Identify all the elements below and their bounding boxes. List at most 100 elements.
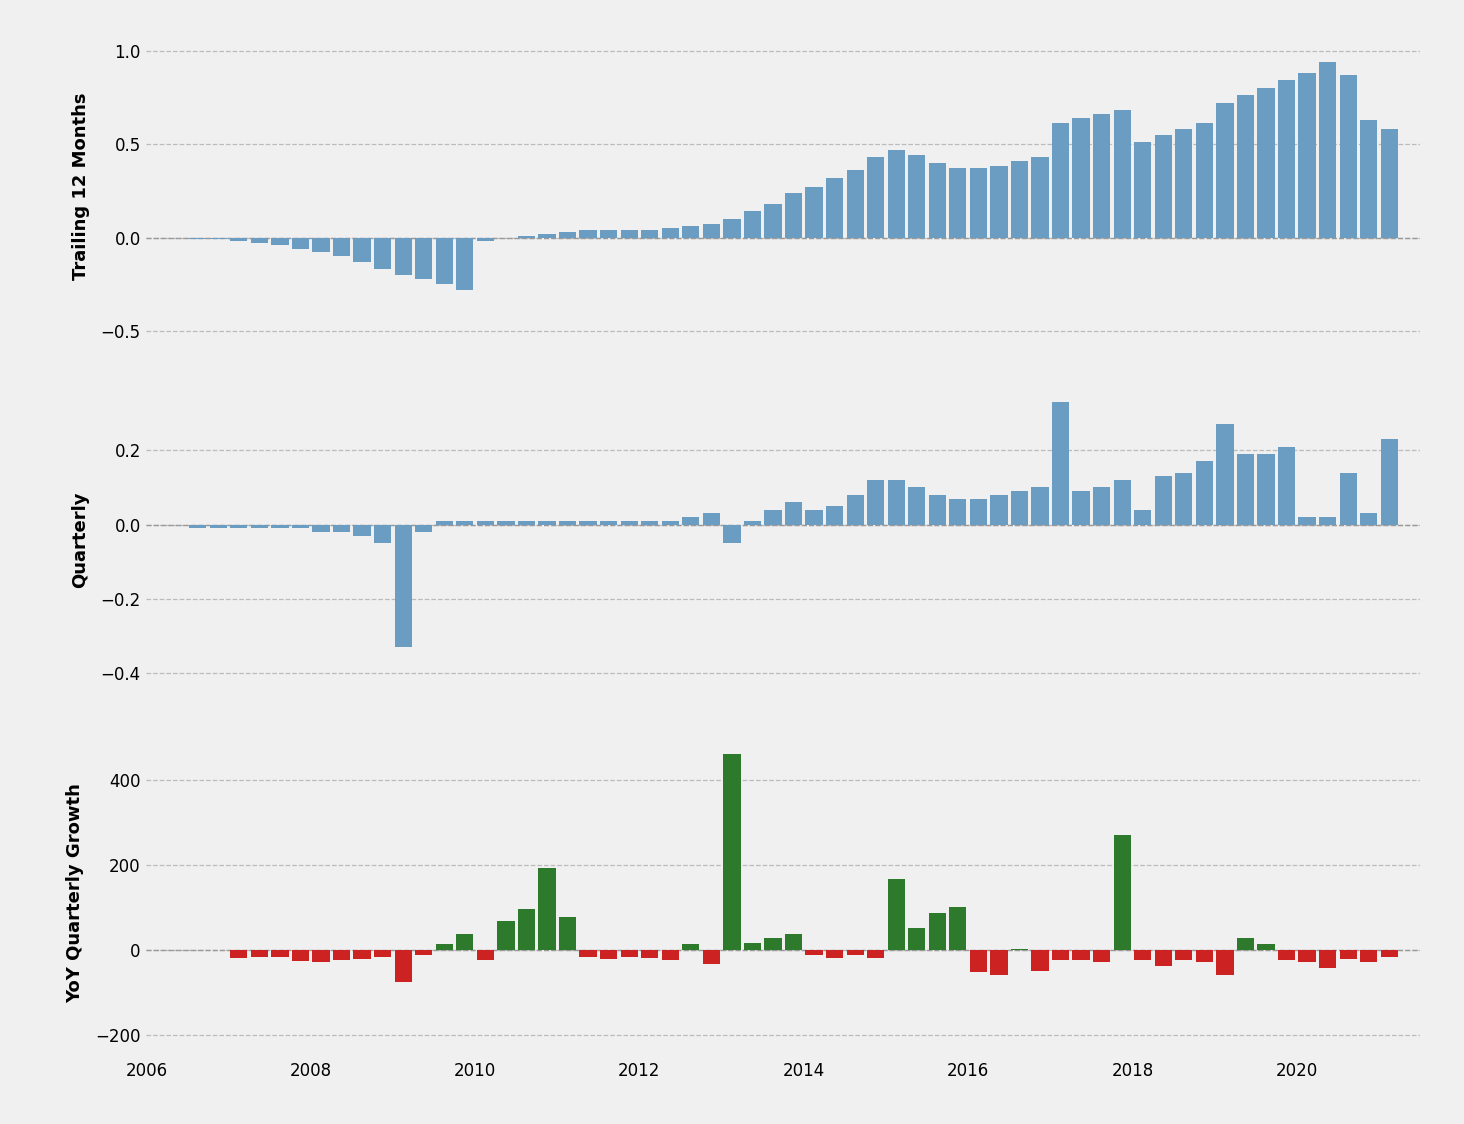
Bar xyxy=(1319,517,1337,525)
Bar xyxy=(1258,944,1275,950)
Bar xyxy=(867,157,884,237)
Bar xyxy=(291,237,309,248)
Bar xyxy=(189,525,206,528)
Bar xyxy=(1032,157,1048,237)
Bar xyxy=(1360,950,1378,962)
Bar xyxy=(867,480,884,525)
Bar xyxy=(395,950,411,982)
Bar xyxy=(1073,950,1089,960)
Bar xyxy=(846,950,864,955)
Bar xyxy=(353,237,370,262)
Bar xyxy=(641,520,659,525)
Bar xyxy=(805,510,823,525)
Bar xyxy=(518,236,534,237)
Bar xyxy=(846,170,864,237)
Bar xyxy=(539,869,556,950)
Y-axis label: Quarterly: Quarterly xyxy=(72,491,89,588)
Bar xyxy=(826,506,843,525)
Bar xyxy=(928,495,946,525)
Bar xyxy=(1340,75,1357,237)
Bar xyxy=(723,525,741,543)
Bar xyxy=(1053,124,1069,237)
Bar xyxy=(867,950,884,958)
Bar xyxy=(1155,135,1171,237)
Bar xyxy=(990,495,1007,525)
Bar xyxy=(1299,950,1316,962)
Bar xyxy=(498,520,514,525)
Bar xyxy=(559,232,577,237)
Bar xyxy=(1196,950,1214,962)
Bar xyxy=(230,525,247,528)
Bar xyxy=(723,219,741,237)
Bar xyxy=(230,237,247,242)
Bar xyxy=(332,950,350,960)
Bar xyxy=(518,908,534,950)
Bar xyxy=(887,879,905,950)
Bar xyxy=(990,166,1007,237)
Bar xyxy=(662,520,679,525)
Bar xyxy=(1176,472,1193,525)
Bar xyxy=(436,237,452,284)
Bar xyxy=(312,237,329,253)
Bar xyxy=(1114,835,1130,950)
Bar xyxy=(703,225,720,237)
Bar xyxy=(416,950,432,955)
Bar xyxy=(1010,161,1028,237)
Bar xyxy=(1094,488,1110,525)
Bar xyxy=(1094,115,1110,237)
Bar xyxy=(662,228,679,237)
Bar xyxy=(230,950,247,958)
Bar xyxy=(1053,950,1069,960)
Bar xyxy=(1217,424,1234,525)
Bar xyxy=(928,913,946,950)
Bar xyxy=(1032,950,1048,971)
Bar xyxy=(1196,124,1214,237)
Bar xyxy=(1032,488,1048,525)
Bar xyxy=(785,934,802,950)
Bar xyxy=(1053,402,1069,525)
Bar xyxy=(1176,129,1193,237)
Bar xyxy=(600,950,618,959)
Bar xyxy=(1319,950,1337,968)
Bar xyxy=(785,192,802,237)
Bar xyxy=(477,237,493,242)
Bar xyxy=(764,203,782,237)
Bar xyxy=(271,950,288,957)
Bar xyxy=(908,155,925,237)
Bar xyxy=(621,950,638,958)
Bar xyxy=(682,226,700,237)
Bar xyxy=(682,943,700,950)
Bar xyxy=(498,922,514,950)
Bar xyxy=(1381,950,1398,958)
Bar xyxy=(703,950,720,964)
Bar xyxy=(559,520,577,525)
Bar xyxy=(1278,81,1296,237)
Bar xyxy=(1340,472,1357,525)
Bar xyxy=(1299,517,1316,525)
Bar xyxy=(785,502,802,525)
Bar xyxy=(271,525,288,528)
Bar xyxy=(908,488,925,525)
Bar xyxy=(416,525,432,532)
Y-axis label: Trailing 12 Months: Trailing 12 Months xyxy=(72,92,89,280)
Bar xyxy=(291,525,309,528)
Bar xyxy=(1340,950,1357,959)
Bar xyxy=(1073,491,1089,525)
Bar xyxy=(1010,949,1028,950)
Bar xyxy=(332,237,350,256)
Bar xyxy=(457,934,473,950)
Bar xyxy=(395,237,411,275)
Bar xyxy=(1155,477,1171,525)
Bar xyxy=(805,950,823,955)
Bar xyxy=(1094,950,1110,962)
Bar xyxy=(1258,88,1275,237)
Bar xyxy=(395,525,411,647)
Bar xyxy=(580,950,597,958)
Bar xyxy=(1278,446,1296,525)
Bar xyxy=(209,237,227,239)
Bar xyxy=(539,234,556,237)
Bar xyxy=(291,950,309,961)
Bar xyxy=(1381,129,1398,237)
Bar xyxy=(887,149,905,237)
Bar xyxy=(744,520,761,525)
